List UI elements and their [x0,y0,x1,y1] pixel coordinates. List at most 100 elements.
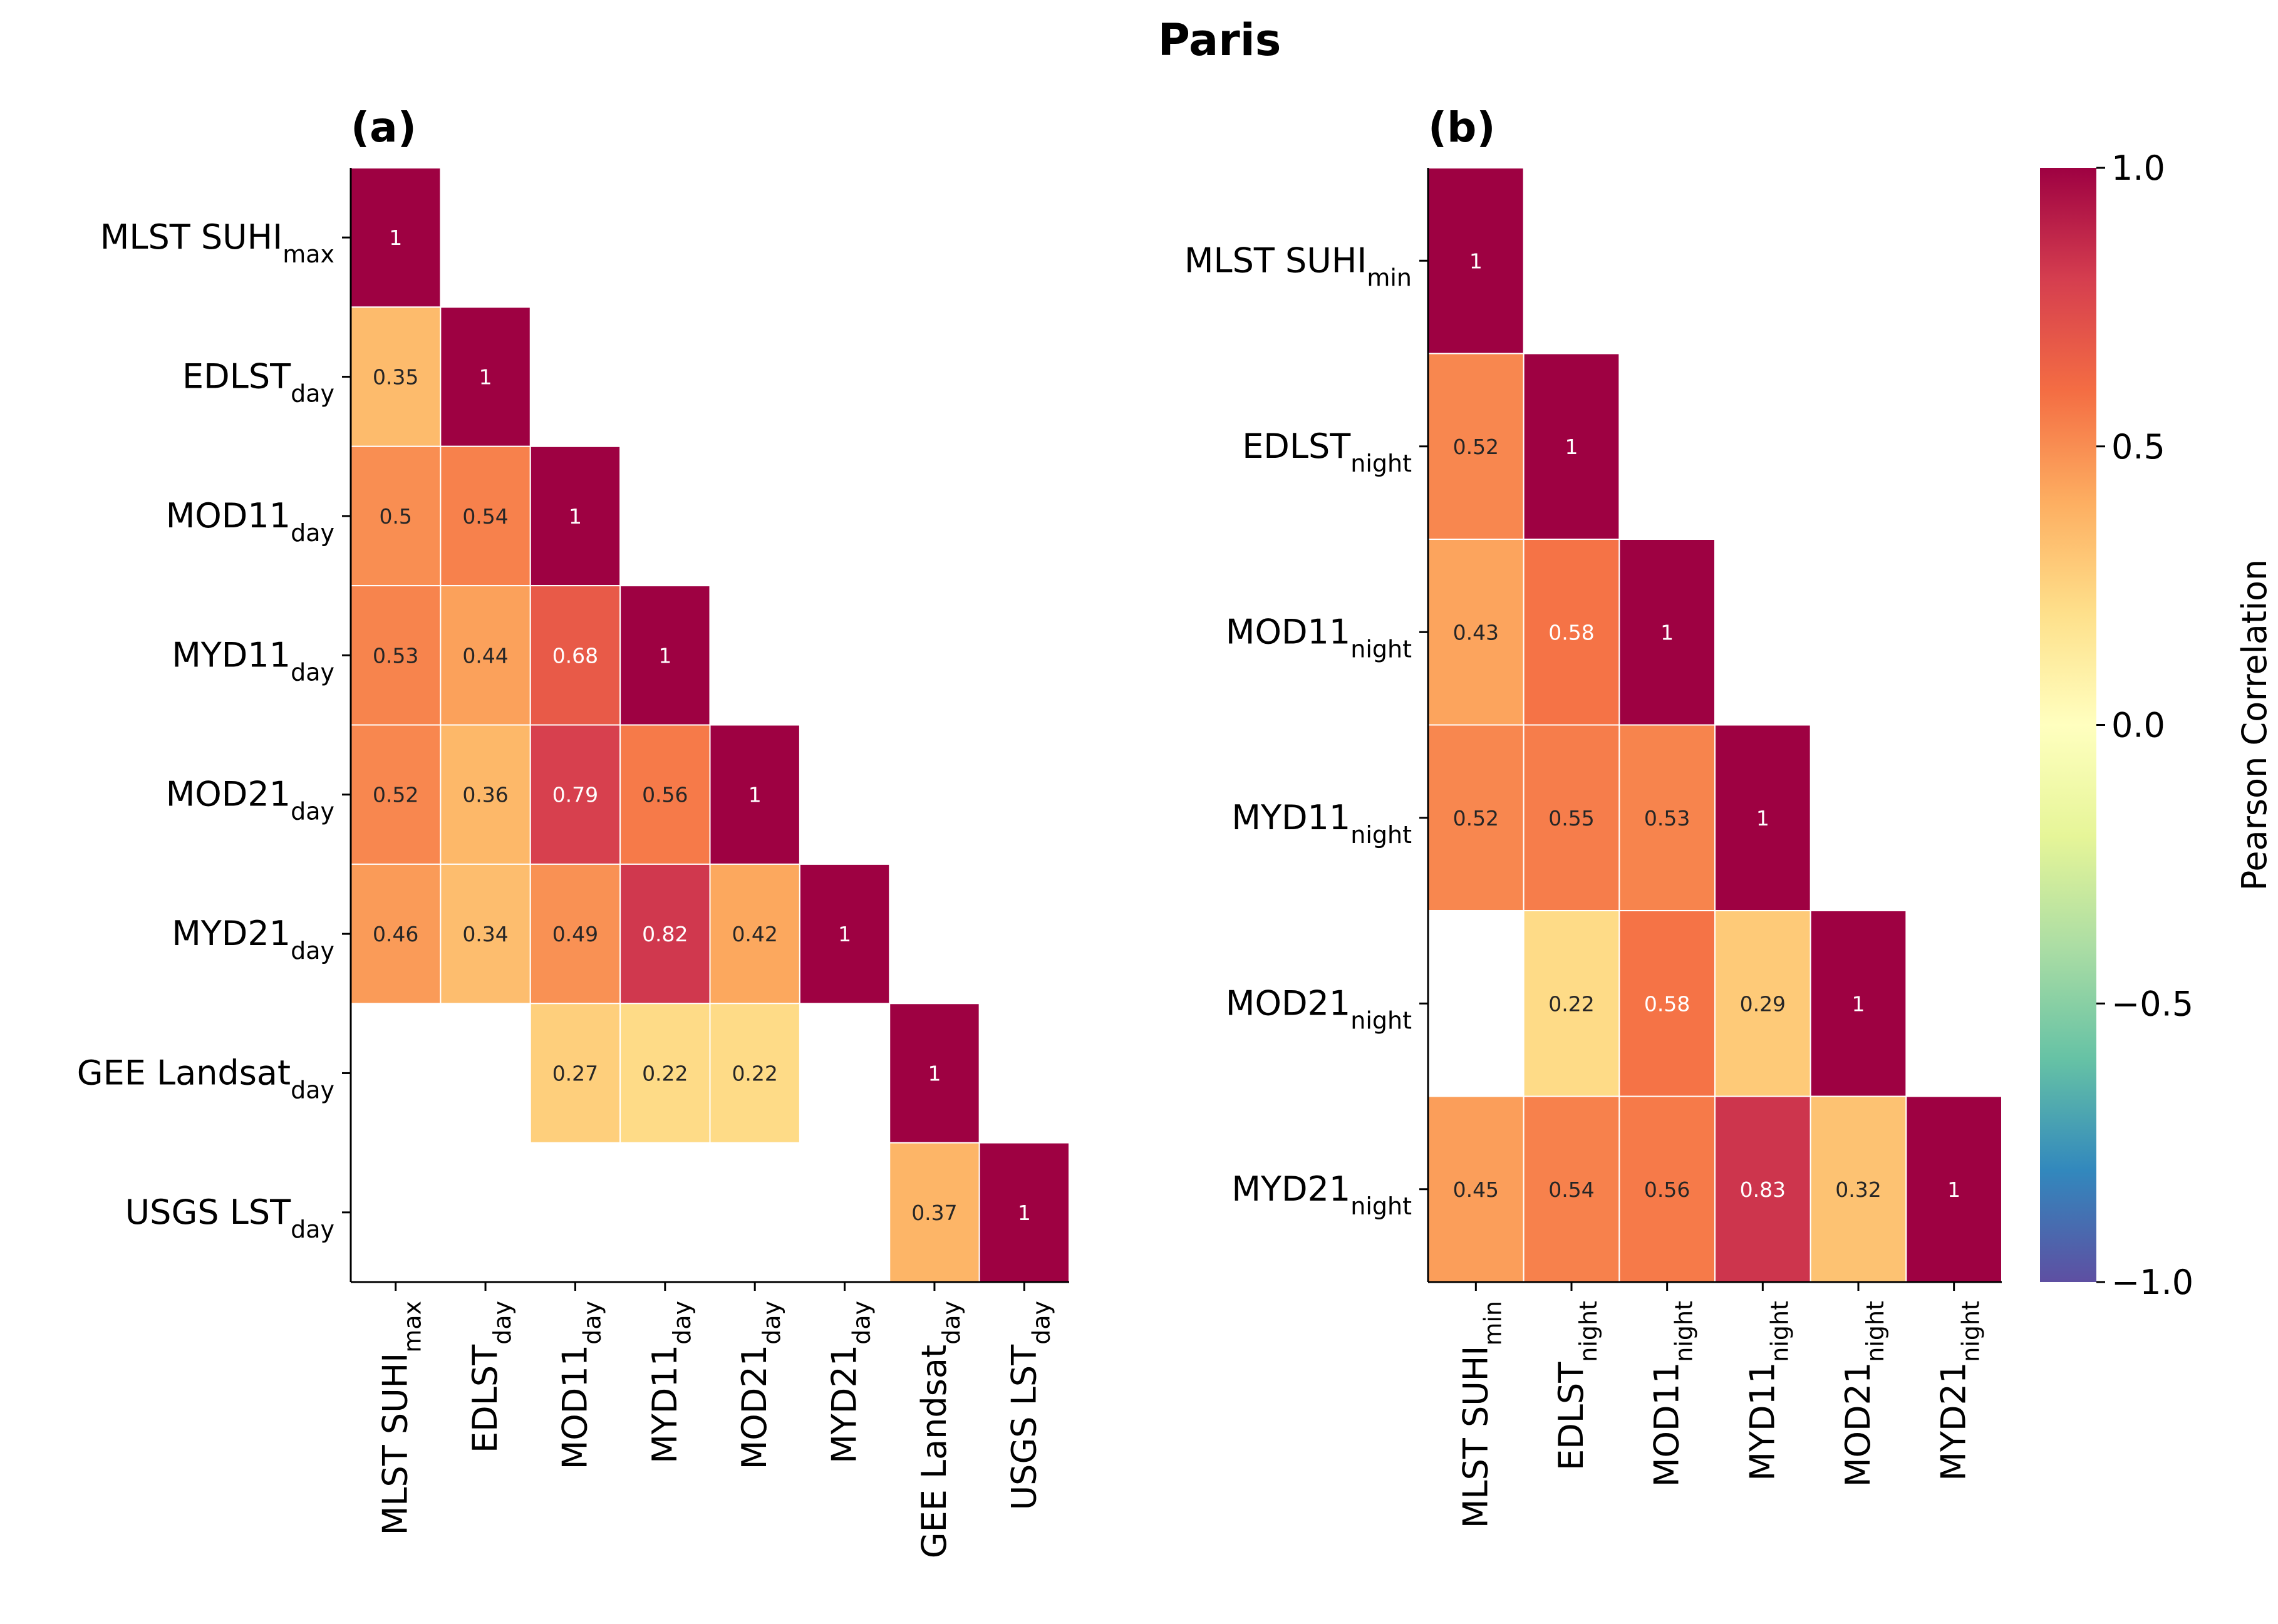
cell-value-label: 0.29 [1740,991,1786,1016]
x-tick-label: MLST SUHImin [1456,1301,1506,1528]
heatmap-cell [619,863,711,1005]
y-tick-label-subscript: day [291,937,334,965]
cell-value-label: 0.53 [1644,806,1690,830]
x-tick-label-base: MLST SUHI [376,1353,415,1535]
heatmap-panel-a: (a) 1 0.35 1 0.5 0.54 1 0.53 0.44 0.68 1 0.52 0.36 0.… [77,103,1070,1558]
cell-value-label: 0.46 [373,922,418,946]
cell-value-label: 0.52 [1453,806,1499,830]
y-tick-label-base: MYD11 [172,635,291,675]
x-tick-label-base: MYD11 [645,1345,685,1464]
heatmap-cell [1523,539,1620,726]
x-tick-label-subscript: day [668,1301,696,1345]
y-tick-label-subscript: night [1350,821,1412,849]
x-tick-label-subscript: day [1027,1301,1055,1345]
x-tick-label-base: MOD11 [555,1345,594,1469]
colorbar-gradient [2040,168,2096,1282]
x-tick-label-subscript: night [1766,1301,1793,1362]
cell-value-label: 0.54 [1548,1177,1594,1202]
heatmap-cell [1714,910,1811,1097]
heatmap-cell [440,306,531,447]
x-tick-label-base: EDLST [1551,1362,1591,1471]
heatmap-cell [440,863,531,1005]
cell-value-label: 0.83 [1740,1177,1786,1202]
heatmap-cell [978,1142,1070,1283]
cell-value-label: 0.37 [911,1201,957,1225]
y-tick-label-base: EDLST [182,357,291,396]
heatmap-cell [1427,724,1525,911]
heatmap-cell [529,1003,621,1144]
cell-value-label: 0.22 [732,1061,777,1085]
heatmap-cell [350,445,442,587]
cell-value-label: 1 [1660,620,1674,644]
cell-value-label: 1 [1565,435,1578,459]
y-tick-label: MYD21day [172,914,334,965]
heatmap-cell [529,724,621,865]
cell-value-label: 0.58 [1644,991,1690,1016]
cell-value-label: 0.56 [1644,1177,1690,1202]
cell-value-label: 0.49 [552,922,598,946]
heatmap-cell [1523,910,1620,1097]
heatmap-cell [1618,724,1716,911]
cell-value-label: 1 [389,225,402,250]
heatmap-cell [350,306,442,447]
x-tick-label-base: MYD11 [1742,1362,1782,1481]
heatmap-cell [619,1003,711,1144]
colorbar: 1.0 0.5 0.0 −0.5 −1.0 Pearson Correlation [2040,148,2274,1302]
y-tick-label-base: MOD21 [1226,983,1350,1023]
y-tick-label: EDLSTnight [1242,427,1412,477]
heatmap-cell [1427,539,1525,726]
y-tick-label-base: MYD11 [1231,798,1350,837]
x-tick-label: MYD11day [645,1301,696,1464]
cell-value-label: 1 [479,365,492,390]
y-tick-label: MOD21day [166,775,334,825]
cell-value-label: 0.43 [1453,620,1499,644]
y-tick-label-subscript: night [1350,1192,1412,1220]
x-tick-label-base: USGS LST [1004,1344,1043,1510]
heatmap-cell [889,1003,980,1144]
colorbar-tick-label: 1.0 [2111,148,2165,188]
y-tick-label-subscript: day [291,658,334,686]
cell-value-label: 0.32 [1835,1177,1881,1202]
y-tick-label-base: USGS LST [125,1192,291,1232]
y-tick-label-base: GEE Landsat [77,1053,291,1092]
y-tick-label-base: MLST SUHI [1184,240,1367,280]
heatmap-cell [619,585,711,726]
heatmap-cell [1714,1095,1811,1283]
heatmap-cell [1618,539,1716,726]
cell-value-label: 0.53 [373,643,418,668]
y-tick-label-subscript: day [291,380,334,408]
cell-value-label: 1 [928,1061,941,1085]
cell-value-label: 0.52 [373,783,418,807]
cell-value-label: 1 [1018,1201,1031,1225]
cell-value-label: 0.5 [379,504,412,529]
x-tick-label-base: MOD21 [735,1345,774,1469]
colorbar-tick-label: −0.5 [2111,984,2193,1023]
y-tick-label-subscript: max [282,240,334,268]
x-tick-label: EDLSTnight [1551,1301,1602,1471]
x-tick-label: EDLSTday [465,1301,516,1453]
y-tick-label-subscript: night [1350,450,1412,477]
x-tick-label: MYD11night [1742,1301,1793,1481]
x-tick-label-subscript: night [1861,1301,1889,1362]
y-tick-label-base: MOD11 [166,496,291,535]
cell-value-label: 1 [569,504,582,529]
heatmap-cell [1523,724,1620,911]
y-tick-label-subscript: night [1350,1006,1412,1034]
heatmap-cell [1427,1095,1525,1283]
y-tick-label-base: EDLST [1242,427,1351,466]
x-tick-label: MYD21night [1934,1301,1985,1481]
y-tick-label-subscript: day [291,1076,334,1104]
heatmap-panel-b: (b) 1 0.52 1 0.43 0.58 1 0.52 0.55 0.53 1 0.22 0.58 0… [1184,103,2002,1528]
y-tick-label-subscript: day [291,798,334,825]
heatmap-cell [529,863,621,1005]
y-tick-label-base: MYD21 [172,914,291,953]
cell-value-label: 0.68 [552,643,598,668]
x-tick-label-subscript: min [1479,1301,1506,1346]
x-tick-label-subscript: night [1957,1301,1985,1362]
cell-value-label: 1 [748,783,762,807]
colorbar-tick-label: 0.5 [2111,427,2165,467]
y-tick-label-subscript: min [1367,264,1412,291]
x-tick-label: MOD11day [555,1301,606,1469]
heatmap-cell [1523,1095,1620,1283]
x-tick-label-base: MOD11 [1647,1362,1687,1487]
